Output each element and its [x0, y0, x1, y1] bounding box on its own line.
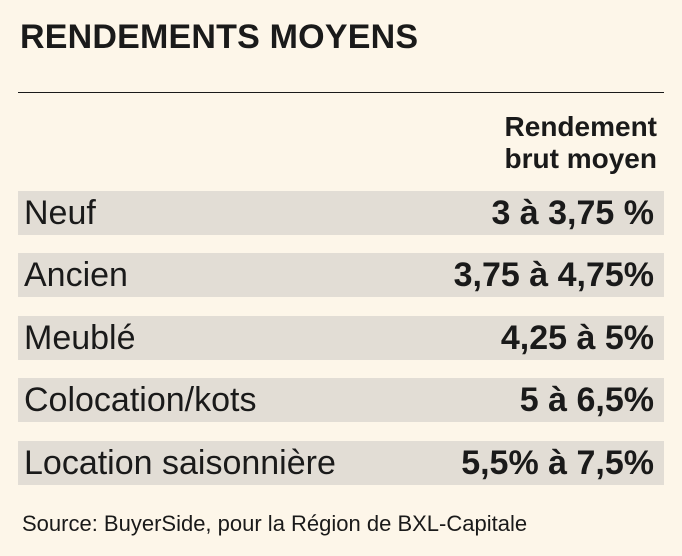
row-label: Colocation/kots: [24, 380, 257, 419]
source-note: Source: BuyerSide, pour la Région de BXL…: [22, 511, 528, 536]
row-value: 5 à 6,5%: [519, 380, 654, 419]
table-row-colocation-kots: Colocation/kots 5 à 6,5%: [18, 378, 664, 422]
row-value: 5,5% à 7,5%: [461, 443, 654, 482]
table-row-neuf: Neuf 3 à 3,75 %: [18, 191, 664, 235]
row-value: 3 à 3,75 %: [491, 193, 654, 232]
row-label: Meublé: [24, 318, 136, 357]
column-header-line-2: brut moyen: [504, 143, 657, 174]
row-label: Ancien: [24, 255, 128, 294]
table-row-ancien: Ancien 3,75 à 4,75%: [18, 253, 664, 297]
column-header-line-1: Rendement: [504, 111, 657, 142]
column-header-rendement: Rendement brut moyen: [505, 111, 657, 175]
row-label: Location saisonnière: [24, 443, 336, 482]
title-divider: [18, 92, 664, 93]
row-value: 3,75 à 4,75%: [453, 255, 654, 294]
row-label: Neuf: [24, 193, 96, 232]
table-title: RENDEMENTS MOYENS: [20, 18, 419, 56]
row-value: 4,25 à 5%: [500, 318, 654, 357]
table-row-location-saisonniere: Location saisonnière 5,5% à 7,5%: [18, 441, 664, 485]
table-row-meuble: Meublé 4,25 à 5%: [18, 316, 664, 360]
